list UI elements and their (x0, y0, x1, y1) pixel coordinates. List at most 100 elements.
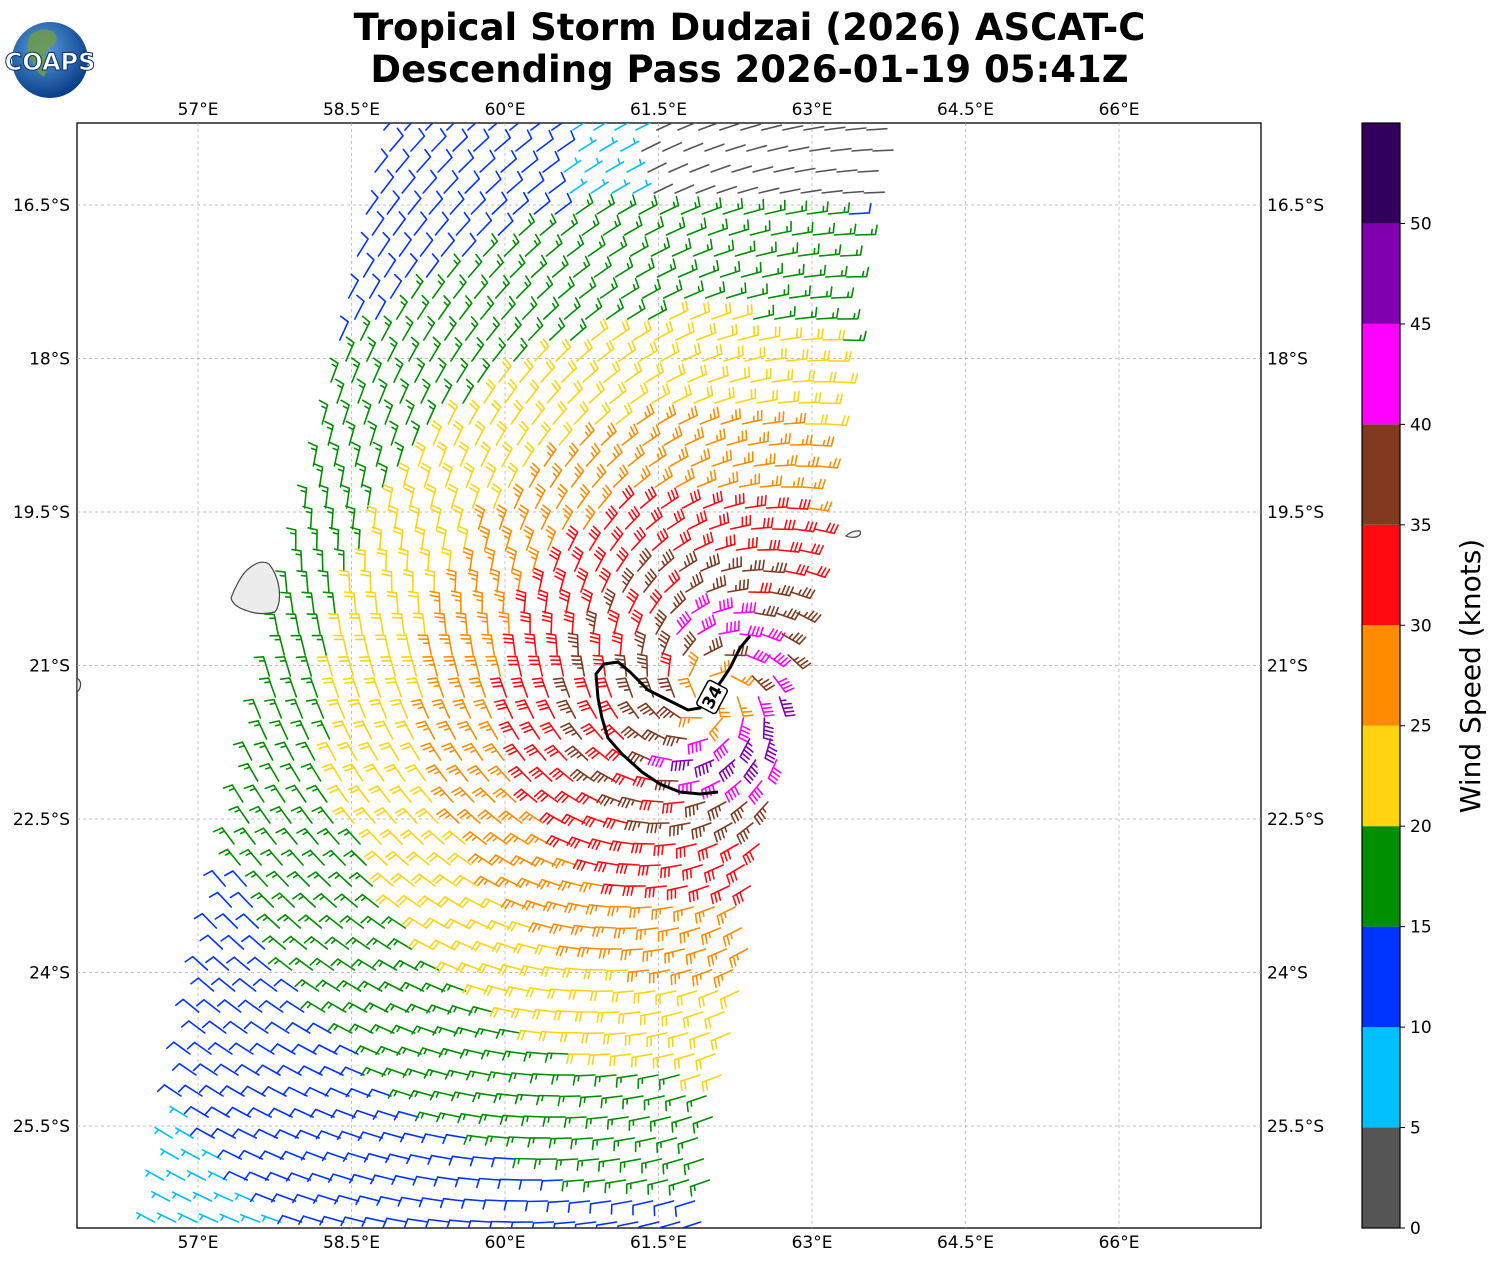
wind-barb (447, 677, 466, 698)
wind-barb (425, 764, 448, 782)
wind-barb (422, 169, 438, 194)
wind-barb (585, 442, 601, 467)
wind-barb (761, 124, 783, 131)
wind-barb (156, 1084, 182, 1097)
wind-barb (336, 980, 362, 992)
wind-barb (458, 441, 470, 467)
wind-barb (518, 212, 536, 236)
wind-barb (753, 304, 775, 320)
wind-barb (612, 464, 629, 488)
wind-barb (479, 897, 505, 909)
wind-barb (489, 399, 502, 425)
wind-barb (318, 914, 344, 929)
wind-barb (417, 634, 432, 656)
wind-barb (555, 483, 568, 509)
wind-barb (368, 273, 381, 299)
wind-barb (668, 1179, 690, 1196)
wind-barb (647, 162, 667, 173)
wind-barb (258, 1000, 284, 1013)
wind-barb (728, 948, 749, 968)
wind-barb (160, 1148, 180, 1160)
wind-barb (694, 906, 715, 924)
wind-barb (591, 463, 607, 488)
wind-barb (566, 1053, 590, 1064)
wind-barb (595, 1221, 618, 1228)
wind-barb (701, 927, 722, 946)
wind-barb (430, 786, 454, 803)
wind-barb (311, 634, 327, 656)
wind-barb (628, 1116, 650, 1131)
wind-barb (704, 281, 726, 299)
wind-barb (574, 1011, 599, 1022)
wind-barb (617, 701, 640, 719)
wind-barb (557, 276, 575, 299)
wind-barb (453, 1026, 479, 1037)
wind-barb (684, 801, 706, 818)
wind-barb (459, 1048, 485, 1059)
wind-barb (277, 1214, 303, 1225)
wind-barb (337, 656, 355, 677)
wind-barb (573, 401, 589, 425)
wind-barb (636, 677, 655, 698)
wind-barb (529, 1073, 554, 1084)
wind-barb (362, 399, 372, 425)
wind-barb (552, 677, 571, 698)
wind-barb (400, 829, 424, 845)
wind-barb (506, 1136, 530, 1147)
wind-barb (300, 1151, 327, 1161)
wind-barb (739, 625, 764, 638)
wind-barb (306, 1172, 333, 1183)
wind-barb (557, 1095, 581, 1107)
wind-barb (648, 969, 671, 984)
wind-barb (538, 1030, 563, 1042)
wind-barb (324, 1087, 350, 1097)
wind-barb (415, 720, 436, 740)
wind-barb (540, 1179, 564, 1191)
wind-barb (824, 126, 846, 131)
wind-barb (603, 360, 621, 383)
wind-barb (465, 316, 479, 341)
wind-barb (787, 654, 812, 670)
wind-barb (472, 590, 484, 614)
wind-barb (297, 484, 308, 509)
wind-barb (491, 942, 518, 953)
wind-barb (578, 136, 597, 152)
wind-barb (625, 1179, 648, 1195)
wind-barb (631, 842, 655, 854)
wind-barb (171, 1062, 197, 1076)
wind-barb (457, 720, 478, 740)
wind-barb (250, 892, 274, 908)
wind-barb (498, 810, 523, 824)
wind-barb (579, 881, 604, 893)
wind-barb (506, 655, 523, 677)
wind-barb (717, 323, 738, 341)
wind-barb (432, 1026, 458, 1036)
wind-barb (455, 612, 468, 635)
wind-barb (620, 278, 640, 299)
wind-barb (462, 984, 488, 995)
wind-barb (671, 1116, 692, 1133)
wind-barb (792, 521, 818, 533)
wind-barb (843, 330, 867, 342)
wind-barb (184, 955, 209, 971)
wind-barb (384, 851, 409, 866)
wind-barb (261, 1214, 282, 1223)
wind-barb (342, 1152, 369, 1162)
wind-barb (448, 1155, 474, 1166)
colorbar-bin (1362, 926, 1400, 1028)
wind-barb (637, 702, 661, 719)
wind-barbs-layer (136, 123, 894, 1228)
wind-barb (697, 614, 717, 635)
wind-barb (229, 891, 253, 908)
wind-barb (536, 275, 554, 299)
wind-barb (414, 1111, 440, 1122)
wind-barb (672, 529, 692, 551)
wind-barb (462, 831, 487, 845)
wind-barb (744, 346, 766, 362)
wind-barb (446, 764, 469, 782)
wind-barb (353, 634, 369, 656)
wind-barb (477, 963, 503, 974)
wind-barb (585, 904, 610, 915)
wind-barb (292, 892, 316, 908)
wind-barb (403, 569, 414, 593)
